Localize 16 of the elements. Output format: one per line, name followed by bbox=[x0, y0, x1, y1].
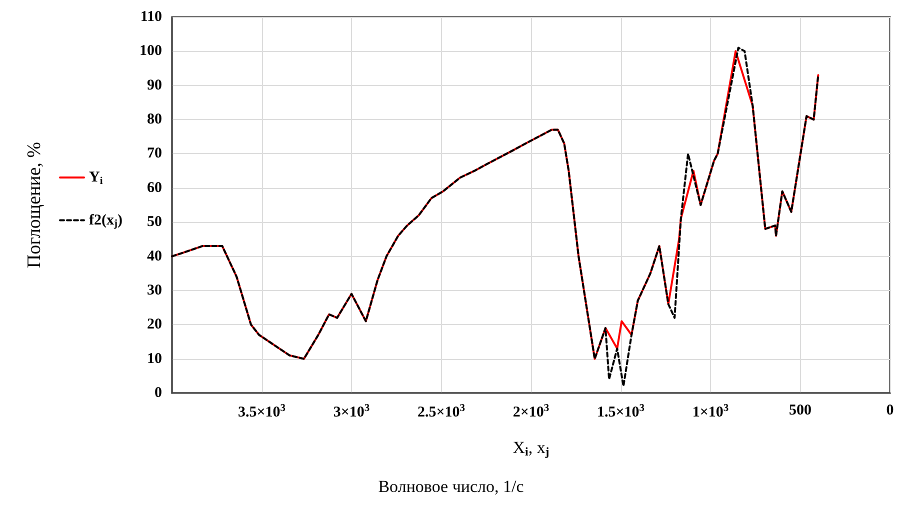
y-tick-label: 20 bbox=[147, 316, 162, 333]
y-tick-label: 110 bbox=[140, 9, 162, 25]
y-tick-label: 0 bbox=[154, 385, 162, 401]
y-tick-label: 90 bbox=[147, 77, 162, 94]
y-tick-label: 30 bbox=[147, 282, 162, 298]
y-tick-label: 40 bbox=[147, 248, 162, 264]
y-tick-label: 50 bbox=[147, 214, 162, 230]
text: Волновое число, 1/с bbox=[378, 477, 524, 496]
y-tick-label: 10 bbox=[147, 350, 162, 367]
y-tick-label: 80 bbox=[147, 112, 162, 128]
x-tick-label: 0 bbox=[886, 402, 894, 418]
y-tick-label: 100 bbox=[140, 43, 162, 60]
y-axis-title: Поглощение, % bbox=[24, 142, 45, 268]
y-tick-label: 70 bbox=[147, 146, 162, 162]
y-tick-label: 60 bbox=[147, 180, 162, 196]
x-tick-label: 500 bbox=[789, 402, 812, 418]
